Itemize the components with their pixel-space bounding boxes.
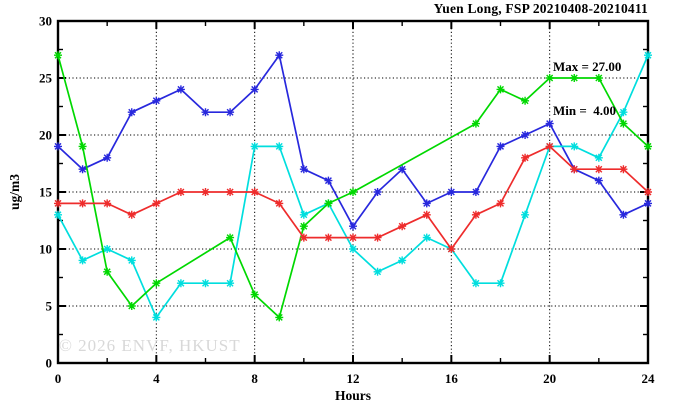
y-tick-label: 30 xyxy=(39,14,52,29)
x-tick-label: 8 xyxy=(251,371,258,386)
y-tick-label: 20 xyxy=(39,128,52,143)
series-markers-green xyxy=(54,51,652,322)
y-tick-label: 5 xyxy=(46,299,53,314)
y-tick-label: 25 xyxy=(39,71,53,86)
x-tick-label: 4 xyxy=(153,371,160,386)
x-tick-label: 12 xyxy=(347,371,360,386)
x-tick-label: 0 xyxy=(55,371,62,386)
maxmin-annotation: Max = 27.00 Min = 4.00 xyxy=(553,31,621,147)
y-axis-label: ug/m3 xyxy=(7,174,22,211)
x-tick-label: 16 xyxy=(445,371,459,386)
x-tick-label: 20 xyxy=(543,371,556,386)
watermark: © 2026 ENVF, HKUST xyxy=(59,336,241,355)
max-annotation: Max = 27.00 xyxy=(553,59,622,74)
x-axis-label: Hours xyxy=(334,388,371,403)
min-annotation: Min = 4.00 xyxy=(553,102,617,118)
y-tick-label: 0 xyxy=(46,356,53,371)
x-tick-label: 24 xyxy=(642,371,656,386)
series-markers-red xyxy=(54,142,652,253)
y-tick-label: 10 xyxy=(39,242,52,257)
y-tick-label: 15 xyxy=(39,185,53,200)
series-markers-blue xyxy=(54,51,652,231)
chart-title: Yuen Long, FSP 20210408-20210411 xyxy=(433,1,648,16)
